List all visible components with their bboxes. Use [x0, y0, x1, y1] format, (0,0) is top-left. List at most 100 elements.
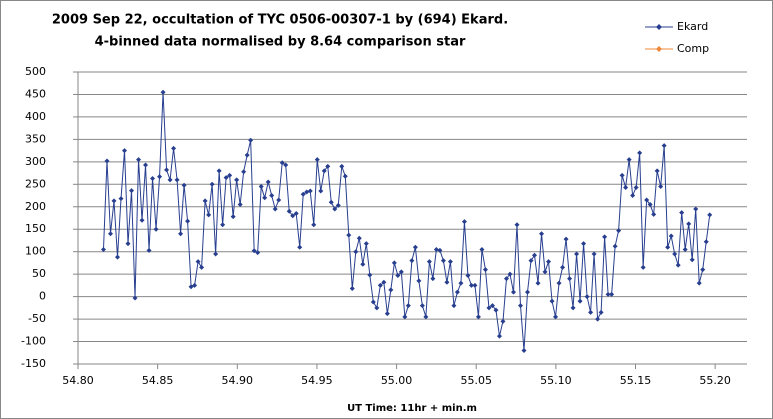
data-point	[202, 198, 208, 204]
y-tick-label: 350	[25, 132, 46, 145]
data-point	[129, 188, 135, 194]
data-point	[192, 282, 198, 288]
data-point	[532, 252, 538, 258]
x-axis-title: UT Time: 11hr + min.m	[347, 403, 477, 414]
data-point	[553, 314, 559, 320]
data-point	[609, 291, 615, 297]
data-point	[426, 259, 432, 265]
data-point	[199, 264, 205, 270]
x-tick-label: 55.20	[699, 374, 731, 387]
data-point	[279, 160, 285, 166]
data-point	[160, 89, 166, 95]
y-tick-label: 50	[32, 267, 46, 280]
data-point	[377, 282, 383, 288]
data-point	[654, 168, 660, 174]
data-point	[588, 309, 594, 315]
data-point	[437, 247, 443, 253]
data-point	[297, 244, 303, 250]
data-point	[409, 258, 415, 264]
data-point	[237, 202, 243, 208]
data-point	[150, 175, 156, 181]
data-point	[353, 249, 359, 255]
data-point	[577, 298, 583, 304]
y-tick-label: 200	[25, 200, 46, 213]
data-point	[220, 222, 226, 228]
data-point	[227, 172, 233, 178]
data-point	[493, 307, 499, 313]
data-point	[367, 272, 373, 278]
data-point	[339, 163, 345, 169]
x-tick-label: 54.90	[222, 374, 254, 387]
data-point	[465, 273, 471, 279]
data-point	[311, 222, 317, 228]
y-tick-label: 150	[25, 222, 46, 235]
data-point	[258, 184, 264, 190]
data-point	[251, 248, 257, 254]
data-point	[696, 280, 702, 286]
data-point	[171, 145, 177, 151]
data-point	[241, 169, 247, 175]
data-point	[584, 294, 590, 300]
data-point	[661, 143, 667, 149]
data-point	[489, 303, 495, 309]
data-point	[216, 168, 222, 174]
data-point	[658, 184, 664, 190]
data-point	[595, 316, 601, 322]
data-point	[521, 348, 527, 354]
data-point	[591, 251, 597, 257]
data-point	[412, 244, 418, 250]
data-point	[500, 318, 506, 324]
data-point	[234, 177, 240, 183]
data-point	[185, 218, 191, 224]
data-point	[244, 152, 250, 158]
data-point	[115, 254, 121, 260]
data-point	[686, 221, 692, 227]
data-point	[496, 333, 502, 339]
data-point	[283, 162, 289, 168]
data-point	[689, 257, 695, 263]
data-point	[517, 303, 523, 309]
data-point	[479, 246, 485, 252]
y-tick-label: 300	[25, 155, 46, 168]
y-tick-label: -150	[21, 357, 46, 370]
data-point	[269, 193, 275, 199]
data-point	[525, 289, 531, 295]
data-point	[651, 211, 657, 217]
data-point	[164, 167, 170, 173]
data-point	[616, 228, 622, 234]
data-point	[286, 208, 292, 214]
y-tick-label: 0	[39, 290, 46, 303]
data-point	[178, 231, 184, 237]
data-point	[139, 217, 145, 223]
data-point	[514, 222, 520, 228]
data-point	[693, 206, 699, 212]
data-point	[546, 259, 552, 265]
data-point	[503, 276, 509, 282]
legend-marker	[656, 46, 662, 52]
data-point	[581, 241, 587, 247]
legend-marker	[656, 24, 662, 30]
data-point	[637, 150, 643, 156]
data-point	[255, 250, 261, 256]
data-point	[181, 182, 187, 188]
chart-subtitle: 4-binned data normalised by 8.64 compari…	[95, 35, 466, 50]
data-point	[300, 191, 306, 197]
data-point	[402, 314, 408, 320]
data-point	[342, 173, 348, 179]
data-point	[556, 280, 562, 286]
data-point	[107, 231, 113, 237]
data-point	[472, 282, 478, 288]
data-point	[146, 247, 152, 253]
data-point	[104, 158, 110, 164]
y-tick-label: -100	[21, 335, 46, 348]
data-point	[475, 314, 481, 320]
x-tick-label: 55.05	[460, 374, 492, 387]
data-point	[682, 246, 688, 252]
y-tick-label: 250	[25, 177, 46, 190]
data-point	[332, 206, 338, 212]
data-point	[598, 309, 604, 315]
data-point	[679, 210, 685, 216]
y-tick-label: 100	[25, 245, 46, 258]
